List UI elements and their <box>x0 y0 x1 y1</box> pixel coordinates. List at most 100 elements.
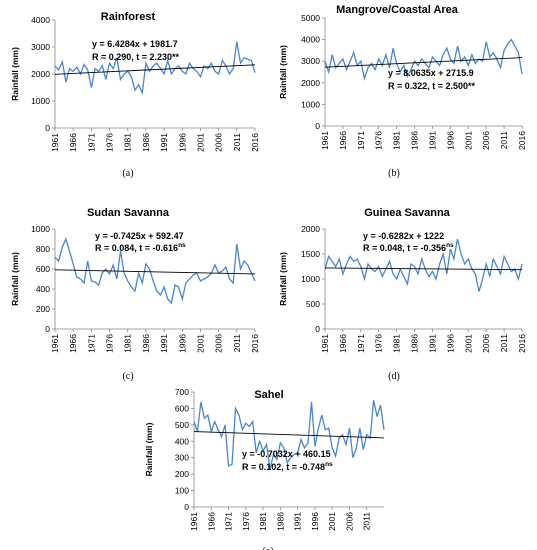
x-tick-label: 1971 <box>86 334 96 353</box>
x-tick-label: 1986 <box>141 334 151 353</box>
trend-equation: y = -0.7425x + 592.47 <box>95 231 184 241</box>
y-tick-label: 4000 <box>31 15 50 25</box>
x-tick-label: 2006 <box>344 512 354 531</box>
y-tick-label: 300 <box>175 453 189 463</box>
y-tick-label: 500 <box>175 420 189 430</box>
x-tick-label: 1991 <box>159 334 169 353</box>
x-tick-label: 1961 <box>320 334 330 353</box>
x-tick-label: 1986 <box>141 133 151 152</box>
x-tick-label: 1971 <box>224 512 234 531</box>
y-tick-label: 2000 <box>301 78 320 88</box>
x-tick-label: 1991 <box>293 512 303 531</box>
chart-title: Sahel <box>254 389 283 401</box>
series-line-e <box>193 400 385 470</box>
chart-b: 0 1000 2000 3000 4000 5000 1961 1966 1971 1976 198… <box>278 4 527 179</box>
trend-line-a <box>54 64 256 75</box>
trend-stats: R = 0.084, t = -0.616ns <box>95 242 186 253</box>
x-tick-label: 1976 <box>105 133 115 152</box>
x-tick-label: 2011 <box>232 133 242 152</box>
y-axis-label: Rainfall (mm) <box>10 47 20 101</box>
x-tick-label: 2001 <box>463 131 473 150</box>
x-tick-label: 2006 <box>481 131 491 150</box>
trend-stats: R = 0.048, t = -0.356ns <box>363 242 454 253</box>
chart-c: 0 200 400 600 800 1000 1961 1966 1971 1976 1981 198… <box>10 207 260 382</box>
chart-title: Guinea Savanna <box>364 207 450 219</box>
trend-line-b <box>324 57 523 68</box>
x-tick-label: 1976 <box>241 512 251 531</box>
x-tick-label: 1976 <box>374 334 384 353</box>
y-tick-label: 4000 <box>301 35 320 45</box>
x-tick-label: 2011 <box>232 334 242 353</box>
x-tick-label: 1991 <box>427 131 437 150</box>
trend-stats: R = 0.322, t = 2.500** <box>388 81 476 91</box>
chart-e: 0 100 200 300 400 500 600 700 1961 1966 1971 1976 19… <box>144 387 385 550</box>
panel-e: 0 100 200 300 400 500 600 700 1961 1966 1971 1976 19… <box>134 378 402 550</box>
y-tick-label: 400 <box>36 284 50 294</box>
trend-equation: y = -0.6282x + 1222 <box>363 231 444 241</box>
panel-label: (b) <box>388 168 400 179</box>
x-tick-label: 2006 <box>481 334 491 353</box>
trend-line-c <box>54 269 256 275</box>
y-axis-label: Rainfall (mm) <box>278 252 288 306</box>
x-tick-label: 1986 <box>275 512 285 531</box>
series-line-b <box>324 38 523 81</box>
y-tick-label: 400 <box>175 436 189 446</box>
series-line-a <box>54 41 256 96</box>
x-tick-label: 1961 <box>50 334 60 353</box>
trend-equation: y = 6.4284x + 1981.7 <box>92 39 178 49</box>
x-tick-label: 1981 <box>123 133 133 152</box>
x-tick-label: 1991 <box>159 133 169 152</box>
x-tick-label: 1971 <box>86 133 96 152</box>
y-tick-label: 2000 <box>31 69 50 79</box>
y-tick-label: 1000 <box>31 96 50 106</box>
trend-line-d <box>324 267 523 271</box>
chart-d: 0 500 1000 1500 2000 1961 1966 1971 1976 1981 1986… <box>278 207 527 382</box>
series-line-d <box>324 238 523 292</box>
x-tick-label: 1996 <box>177 334 187 353</box>
x-tick-label: 1971 <box>356 334 366 353</box>
x-tick-label: 1981 <box>258 512 268 531</box>
x-tick-label: 2001 <box>463 334 473 353</box>
x-tick-label: 1966 <box>68 133 78 152</box>
y-tick-label: 200 <box>175 469 189 479</box>
y-tick-label: 3000 <box>301 56 320 66</box>
x-tick-label: 1971 <box>356 131 366 150</box>
panel-d: 0 500 1000 1500 2000 1961 1966 1971 1976 1981 1986… <box>268 185 536 382</box>
x-tick-label: 1976 <box>374 131 384 150</box>
x-tick-label: 2016 <box>517 131 527 150</box>
x-tick-label: 1991 <box>427 334 437 353</box>
y-axis-label: Rainfall (mm) <box>278 45 288 99</box>
x-tick-label: 1966 <box>206 512 216 531</box>
significance-superscript: ns <box>178 242 186 249</box>
x-tick-label: 1996 <box>177 133 187 152</box>
y-tick-label: 600 <box>175 403 189 413</box>
panel-label: (a) <box>122 168 133 179</box>
trend-equation: y = -0.7032x + 460.15 <box>242 449 331 459</box>
y-axis-label: Rainfall (mm) <box>144 422 154 476</box>
panel-b: 0 1000 2000 3000 4000 5000 1961 1966 1971 1976 198… <box>268 0 536 179</box>
y-tick-label: 2000 <box>301 224 320 234</box>
y-tick-label: 500 <box>306 299 320 309</box>
x-tick-label: 1976 <box>105 334 115 353</box>
x-tick-label: 1981 <box>123 334 133 353</box>
x-tick-label: 1986 <box>410 131 420 150</box>
x-tick-label: 1996 <box>310 512 320 531</box>
y-tick-label: 5000 <box>301 13 320 23</box>
panel-label: (e) <box>262 546 273 550</box>
y-tick-label: 1000 <box>301 274 320 284</box>
x-tick-label: 2011 <box>499 131 509 150</box>
panel-c: 0 200 400 600 800 1000 1961 1966 1971 1976 1981 198… <box>0 185 268 382</box>
y-tick-label: 200 <box>36 304 50 314</box>
series-line-c <box>54 237 256 305</box>
chart-a: 0 1000 2000 3000 4000 1961 1966 1971 1976 1981 198… <box>10 11 260 179</box>
y-tick-label: 0 <box>45 324 50 334</box>
significance-superscript: ns <box>325 461 333 468</box>
panel-label: (d) <box>388 371 400 382</box>
trend-equation: y = 8.0635x + 2715.9 <box>388 68 474 78</box>
y-tick-label: 0 <box>315 121 320 131</box>
x-tick-label: 2001 <box>195 133 205 152</box>
x-tick-label: 1966 <box>338 334 348 353</box>
y-tick-label: 100 <box>175 486 189 496</box>
x-tick-label: 2016 <box>250 334 260 353</box>
y-tick-label: 1000 <box>301 99 320 109</box>
